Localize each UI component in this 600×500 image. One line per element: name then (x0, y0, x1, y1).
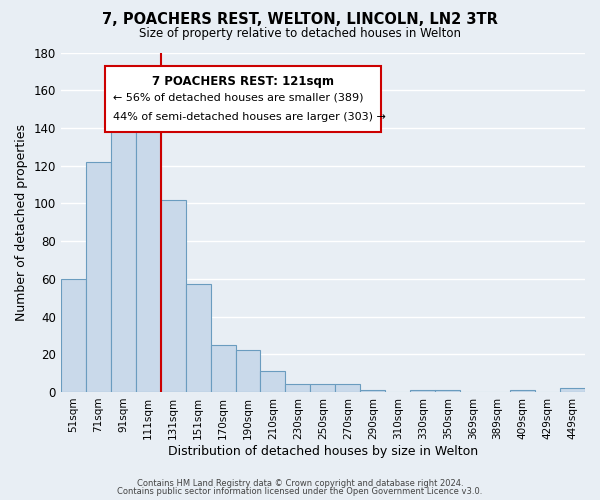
Text: 44% of semi-detached houses are larger (303) →: 44% of semi-detached houses are larger (… (113, 112, 386, 122)
Text: Contains public sector information licensed under the Open Government Licence v3: Contains public sector information licen… (118, 487, 482, 496)
Bar (236, 350, 260, 392)
Bar (185, 284, 211, 392)
Text: ← 56% of detached houses are smaller (389): ← 56% of detached houses are smaller (38… (113, 92, 364, 102)
Text: Contains HM Land Registry data © Crown copyright and database right 2024.: Contains HM Land Registry data © Crown c… (137, 478, 463, 488)
Bar (335, 384, 361, 392)
Y-axis label: Number of detached properties: Number of detached properties (15, 124, 28, 320)
Bar (61, 279, 86, 392)
Bar (161, 200, 185, 392)
Bar (260, 371, 286, 392)
Bar (510, 390, 535, 392)
Bar (86, 162, 111, 392)
Bar (211, 345, 236, 392)
Bar (111, 107, 136, 392)
Bar (435, 390, 460, 392)
Bar (310, 384, 335, 392)
Text: 7 POACHERS REST: 121sqm: 7 POACHERS REST: 121sqm (152, 74, 334, 88)
Bar (136, 128, 161, 392)
Text: Size of property relative to detached houses in Welton: Size of property relative to detached ho… (139, 28, 461, 40)
Bar (286, 384, 310, 392)
Text: 7, POACHERS REST, WELTON, LINCOLN, LN2 3TR: 7, POACHERS REST, WELTON, LINCOLN, LN2 3… (102, 12, 498, 28)
Bar (361, 390, 385, 392)
X-axis label: Distribution of detached houses by size in Welton: Distribution of detached houses by size … (168, 444, 478, 458)
Bar (410, 390, 435, 392)
Bar (560, 388, 585, 392)
FancyBboxPatch shape (106, 66, 380, 132)
